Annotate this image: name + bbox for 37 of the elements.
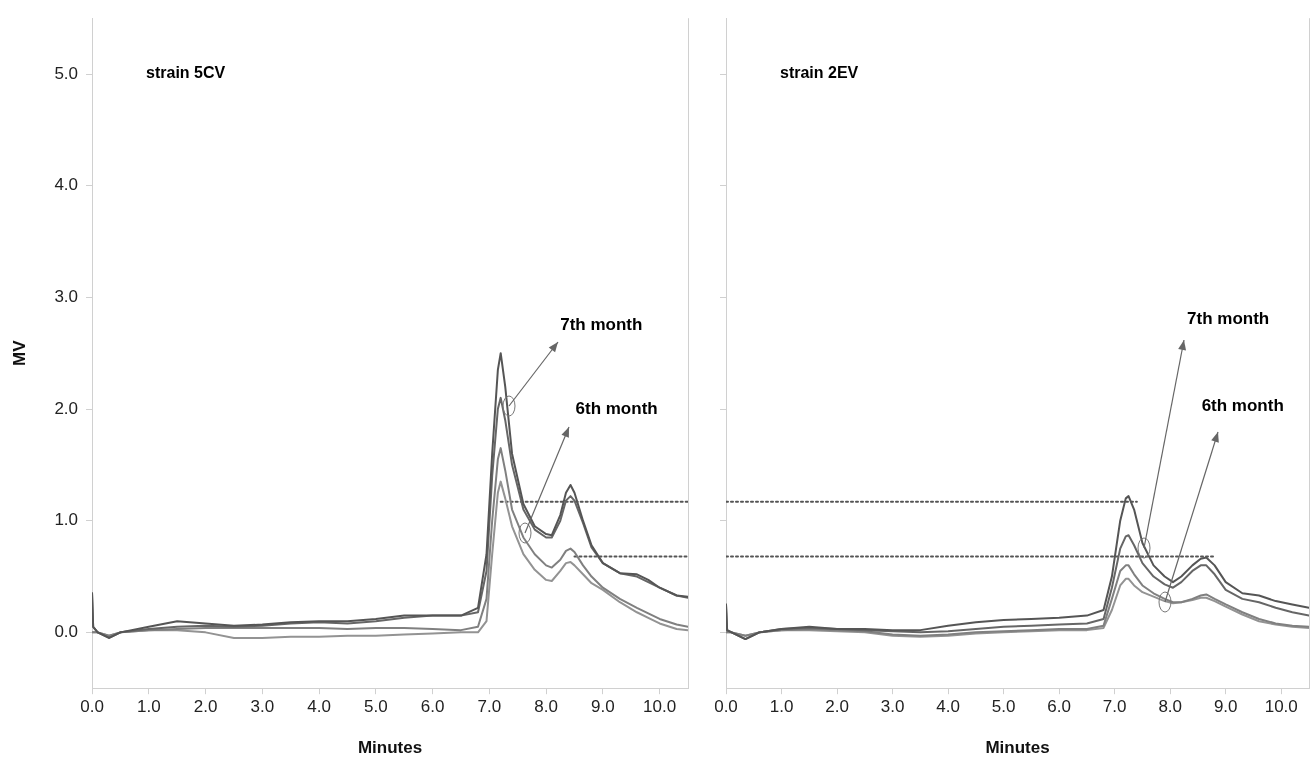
x-tick-label: 7.0 <box>477 697 502 717</box>
x-axis-title: Minutes <box>985 738 1050 758</box>
x-tick-label: 5.0 <box>364 697 388 717</box>
x-tick-label: 9.0 <box>1213 697 1238 717</box>
x-tick-label: 3.0 <box>880 697 905 717</box>
x-tick-label: 10.0 <box>643 697 677 717</box>
x-tick-label: 5.0 <box>991 697 1016 717</box>
text: strain 2EV <box>780 64 859 82</box>
annotation: 6th month <box>575 398 658 418</box>
y-tick-label: 2.0 <box>54 398 79 418</box>
y-axis-title: MV <box>9 339 29 366</box>
x-tick-label: 10.0 <box>1264 697 1298 717</box>
x-axis-title: Minutes <box>357 738 423 758</box>
y-tick-label: 1.0 <box>54 510 79 530</box>
x-tick-label: 1.0 <box>136 697 161 717</box>
x-tick-label: 2.0 <box>825 697 849 717</box>
x-tick-label: 8.0 <box>534 697 558 717</box>
x-tick-label: 0.0 <box>80 697 104 717</box>
x-tick-label: 8.0 <box>1158 697 1183 717</box>
y-tick-label: 0.0 <box>54 622 79 642</box>
x-tick-label: 0.0 <box>714 697 738 717</box>
x-tick-label: 3.0 <box>250 697 275 717</box>
x-tick-label: 7.0 <box>1102 697 1127 717</box>
x-tick-label: 9.0 <box>591 697 615 717</box>
text: strain 5CV <box>146 64 226 82</box>
annotation: 7th month <box>560 315 643 335</box>
x-tick-label: 4.0 <box>307 697 331 717</box>
y-tick-label: 5.0 <box>54 63 79 83</box>
y-tick-label: 3.0 <box>54 287 79 307</box>
annotation: 7th month <box>1187 309 1270 329</box>
x-tick-label: 1.0 <box>769 697 794 717</box>
annotation: 6th month <box>1201 395 1284 415</box>
x-tick-label: 2.0 <box>193 697 218 717</box>
x-tick-label: 6.0 <box>1047 697 1071 717</box>
x-tick-label: 4.0 <box>936 697 960 717</box>
x-tick-label: 6.0 <box>420 697 445 717</box>
y-tick-label: 4.0 <box>54 175 79 195</box>
